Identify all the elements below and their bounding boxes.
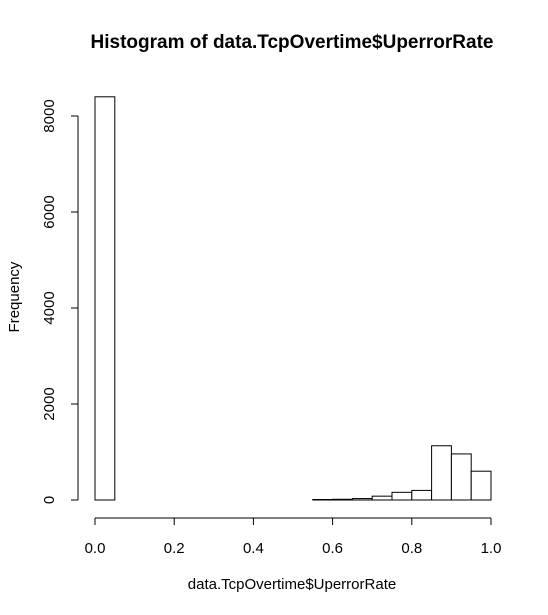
x-tick-label: 0.6 [322, 540, 343, 557]
x-tick-label: 0.2 [164, 540, 185, 557]
histogram-bar [411, 489, 433, 501]
x-tick-label: 0.0 [85, 540, 106, 557]
x-tick-label: 1.0 [481, 540, 502, 557]
histogram-bar [431, 445, 452, 501]
y-tick-label: 2000 [41, 387, 58, 420]
y-tick-label: 0 [41, 496, 58, 504]
histogram-bar [470, 470, 492, 501]
y-axis: 0 2000 4000 6000 8000 [41, 99, 79, 504]
x-axis-label: data.TcpOvertime$UperrorRate [188, 576, 396, 593]
y-tick-label: 4000 [41, 291, 58, 324]
histogram-bar [332, 498, 353, 501]
x-axis: 0.0 0.2 0.4 0.6 0.8 1.0 [85, 517, 502, 557]
histogram-bar [391, 491, 413, 501]
histogram-bars [94, 96, 492, 501]
x-tick-label: 0.4 [243, 540, 264, 557]
histogram-bar [450, 453, 472, 501]
y-tick-label: 8000 [41, 99, 58, 132]
x-tick-label: 0.8 [401, 540, 422, 557]
y-tick-label: 6000 [41, 195, 58, 228]
y-axis-label: Frequency [6, 261, 23, 332]
histogram-bar [371, 495, 393, 501]
histogram-bar [94, 96, 116, 501]
histogram-bar [351, 498, 373, 501]
chart-title: Histogram of data.TcpOvertime$UperrorRat… [91, 32, 494, 53]
